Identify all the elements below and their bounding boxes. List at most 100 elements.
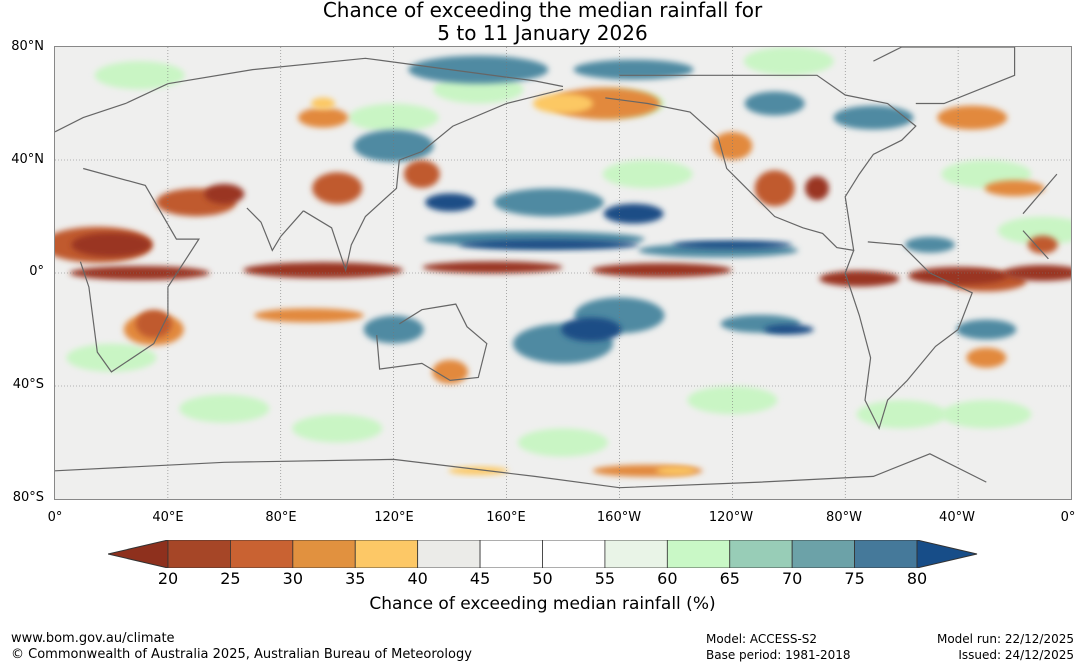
- lon-label-0-right: 0°: [1060, 510, 1076, 525]
- probability-patch: [312, 172, 363, 205]
- probability-patch: [422, 261, 563, 274]
- title-line-1: Chance of exceeding the median rainfall …: [322, 0, 763, 22]
- probability-patch: [533, 93, 593, 114]
- probability-patch: [904, 236, 955, 253]
- colorbar-tick-label: 35: [345, 569, 366, 588]
- coastline: [79, 167, 201, 373]
- colorbar-label: Chance of exceeding median rainfall (%): [369, 594, 716, 614]
- probability-patch: [408, 55, 549, 84]
- lat-label-80s: 80°S: [12, 490, 44, 505]
- map-title: Chance of exceeding the median rainfall …: [0, 0, 1085, 45]
- colorbar-cell: [791, 540, 855, 568]
- colorbar-cell: [479, 540, 543, 568]
- probability-patch: [763, 324, 814, 335]
- probability-patch: [672, 240, 793, 249]
- footer-model: Model: ACCESS-S2: [706, 632, 818, 646]
- colorbar-tick-label: 30: [282, 569, 304, 588]
- colorbar-tick-label: 60: [657, 569, 678, 588]
- probability-patch: [448, 466, 509, 475]
- probability-patch: [602, 160, 693, 189]
- probability-patch: [655, 466, 696, 475]
- probability-patch: [573, 59, 694, 80]
- lon-label-160w: 160°W: [596, 510, 642, 525]
- graticule: [55, 47, 1071, 499]
- probability-patch: [984, 180, 1045, 197]
- probability-patch: [743, 47, 834, 76]
- coastline: [844, 241, 973, 431]
- colorbar-tick-label: 55: [594, 569, 616, 588]
- probability-patch: [493, 188, 604, 217]
- probability-patch: [966, 347, 1007, 368]
- lon-label-40w: 40°W: [939, 510, 975, 525]
- probability-patch: [311, 97, 336, 110]
- map-canvas: [55, 47, 1071, 499]
- footer-url[interactable]: www.bom.gov.au/climate: [11, 631, 175, 646]
- lon-label-80e: 80°E: [265, 510, 297, 525]
- probability-patch: [941, 400, 1032, 429]
- lat-label-0: 0°: [29, 264, 44, 279]
- colorbar-cell: [666, 540, 731, 568]
- probability-patch: [937, 105, 1008, 130]
- probability-patch: [71, 232, 152, 257]
- colorbar-cell: [354, 540, 419, 568]
- probability-patch: [956, 319, 1017, 340]
- colorbar-tick-label: 40: [407, 569, 428, 588]
- colorbar-cell: [604, 540, 668, 568]
- footer-model-run: Model run: 22/12/2025: [936, 632, 1074, 646]
- colorbar-tick-label: 25: [220, 569, 241, 588]
- probability-patch: [298, 107, 349, 128]
- probability-patch: [561, 317, 622, 342]
- coastline: [246, 207, 304, 252]
- colorbar-high-arrow: [916, 540, 978, 568]
- probability-patch: [997, 216, 1071, 245]
- lon-label-0-left: 0°: [47, 510, 63, 525]
- colorbar-cell: [854, 540, 918, 568]
- colorbar-cell: [729, 540, 793, 568]
- probability-fields: [55, 47, 1071, 477]
- probability-patch: [135, 309, 172, 338]
- probability-patch: [432, 359, 469, 384]
- colorbar-low-arrow: [108, 540, 169, 568]
- probability-patch: [805, 176, 829, 201]
- colorbar-cell: [542, 540, 606, 568]
- probability-patch: [66, 343, 157, 372]
- lon-label-120w: 120°W: [708, 510, 754, 525]
- lat-label-40s: 40°S: [12, 377, 44, 392]
- coastline: [873, 47, 1016, 105]
- rainfall-probability-map: [54, 46, 1072, 500]
- footer-issued: Issued: 24/12/2025: [958, 648, 1074, 662]
- probability-patch: [353, 129, 434, 162]
- lon-label-80w: 80°W: [826, 510, 862, 525]
- probability-patch: [856, 400, 947, 429]
- colorbar-tick-label: 70: [781, 569, 803, 588]
- colorbar-cell: [167, 540, 231, 568]
- probability-patch: [744, 91, 805, 116]
- footer-base-period: Base period: 1981-2018: [706, 648, 851, 662]
- lat-label-40n: 40°N: [11, 152, 44, 167]
- colorbar-cell: [417, 540, 481, 568]
- coastline: [1022, 173, 1058, 215]
- colorbar-tick-label: 75: [844, 569, 865, 588]
- lon-label-40e: 40°E: [152, 510, 184, 525]
- probability-patch: [458, 239, 639, 250]
- probability-patch: [754, 170, 795, 207]
- colorbar-cell: [230, 540, 294, 568]
- title-line-2: 5 to 11 January 2026: [437, 21, 648, 45]
- footer-copyright: © Commonwealth of Australia 2025, Austra…: [11, 647, 472, 662]
- probability-patch: [254, 308, 364, 323]
- colorbar-tick-label: 50: [532, 569, 553, 588]
- probability-patch: [591, 263, 732, 278]
- probability-patch: [403, 160, 440, 189]
- colorbar-tick-label: 45: [469, 569, 491, 588]
- probability-patch: [292, 414, 383, 443]
- probability-patch: [1027, 235, 1058, 254]
- probability-patch: [819, 270, 900, 287]
- probability-patch: [243, 262, 404, 279]
- coastline: [303, 88, 564, 273]
- probability-patch: [179, 394, 270, 423]
- probability-patch: [687, 386, 778, 415]
- lon-label-160e: 160°E: [486, 510, 526, 525]
- probability-patch: [833, 105, 914, 130]
- lat-label-80n: 80°N: [11, 39, 44, 54]
- probability-patch: [603, 203, 664, 224]
